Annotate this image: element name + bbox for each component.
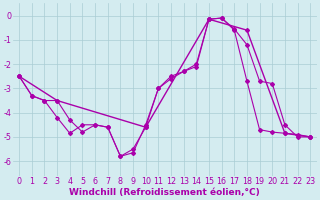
X-axis label: Windchill (Refroidissement éolien,°C): Windchill (Refroidissement éolien,°C) [69, 188, 260, 197]
